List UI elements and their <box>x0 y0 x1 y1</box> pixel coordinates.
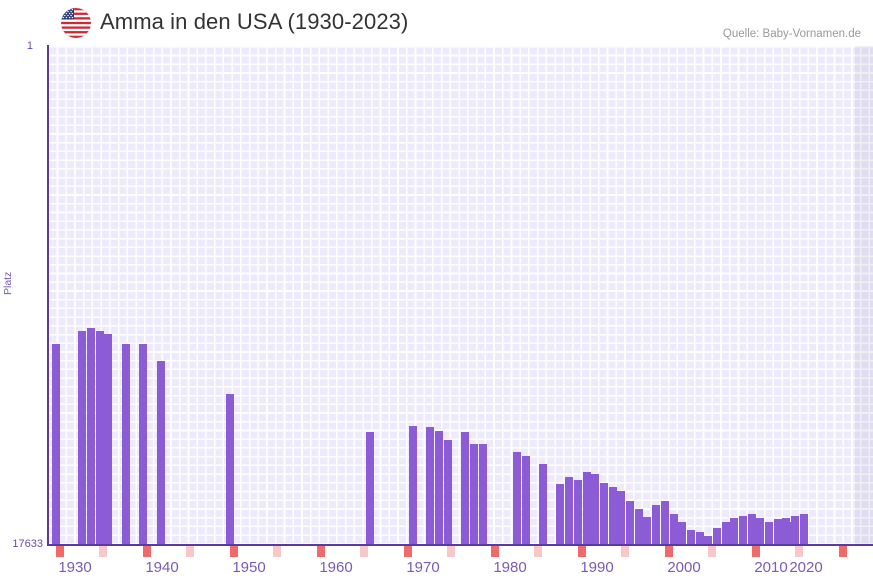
x-axis-major-tick-1990 <box>578 546 586 557</box>
x-axis-label-1930: 1930 <box>58 559 92 576</box>
bar-1998[interactable] <box>635 509 643 544</box>
bar-series <box>48 46 873 544</box>
x-axis-label-1970: 1970 <box>406 559 440 576</box>
plot-gridlines <box>48 46 873 544</box>
bar-1968[interactable] <box>366 432 374 544</box>
bar-1985[interactable] <box>522 456 530 544</box>
bar-2003[interactable] <box>678 522 686 544</box>
bar-2009[interactable] <box>730 518 738 544</box>
bar-1976[interactable] <box>435 431 443 544</box>
bar-1996[interactable] <box>617 491 625 544</box>
x-axis-major-tick-1950 <box>230 546 238 557</box>
bar-2002[interactable] <box>670 514 678 544</box>
bar-2007[interactable] <box>713 528 721 544</box>
bar-1934[interactable] <box>96 331 104 544</box>
bar-1932[interactable] <box>78 331 86 544</box>
x-axis-major-tick-1980 <box>491 546 499 557</box>
x-axis-minor-tick-1955 <box>273 546 281 557</box>
bar-2016[interactable] <box>791 516 799 544</box>
bar-1933[interactable] <box>87 328 95 544</box>
x-axis-minor-tick-1945 <box>186 546 194 557</box>
bar-2001[interactable] <box>661 501 669 544</box>
bar-1937[interactable] <box>122 344 130 544</box>
bar-2020[interactable] <box>783 522 791 544</box>
chart-header: Amma in den USA (1930-2023) Quelle: Baby… <box>0 0 873 46</box>
x-axis-minor-tick-2015 <box>795 546 803 557</box>
bar-1980[interactable] <box>470 444 478 544</box>
bar-1973[interactable] <box>409 426 417 544</box>
bar-1977[interactable] <box>444 440 452 544</box>
bar-1992[interactable] <box>583 472 591 544</box>
bar-2018[interactable] <box>765 523 773 544</box>
x-axis-label-1980: 1980 <box>493 559 527 576</box>
x-axis-minor-tick-2005 <box>708 546 716 557</box>
x-axis-label-1960: 1960 <box>319 559 353 576</box>
bar-2006[interactable] <box>704 536 712 544</box>
bar-2012[interactable] <box>756 518 764 544</box>
bar-1984[interactable] <box>513 452 521 544</box>
x-axis-major-tick-1970 <box>404 546 412 557</box>
bar-1995[interactable] <box>609 487 617 544</box>
x-axis-label-1950: 1950 <box>232 559 266 576</box>
x-axis-label-2020: 2020 <box>789 559 823 576</box>
x-axis-major-tick-2020 <box>839 546 847 557</box>
bar-1999[interactable] <box>643 517 651 544</box>
x-axis-minor-tick-1995 <box>621 546 629 557</box>
bar-2010[interactable] <box>739 516 747 544</box>
y-axis-title: Platz <box>2 271 14 295</box>
x-axis-minor-tick-1935 <box>99 546 107 557</box>
bar-1990[interactable] <box>565 477 573 544</box>
bar-1991[interactable] <box>574 480 582 544</box>
bar-1941[interactable] <box>157 361 165 544</box>
bar-1930[interactable] <box>52 344 60 544</box>
x-axis-label-1940: 1940 <box>145 559 179 576</box>
bar-1993[interactable] <box>591 474 599 544</box>
y-axis-top-tick-label: 1 <box>26 40 33 52</box>
bar-2011[interactable] <box>748 514 756 544</box>
shaded-future-region <box>855 46 873 544</box>
bar-2005[interactable] <box>696 532 704 544</box>
bar-1987[interactable] <box>539 464 547 544</box>
bar-1979[interactable] <box>461 432 469 544</box>
bar-2019[interactable] <box>774 519 782 544</box>
bar-1981[interactable] <box>479 444 487 544</box>
x-axis-major-tick-1940 <box>143 546 151 557</box>
bar-2000[interactable] <box>652 505 660 544</box>
bar-1939[interactable] <box>139 344 147 544</box>
x-axis-major-tick-1960 <box>317 546 325 557</box>
x-axis-line <box>47 544 873 546</box>
y-axis-line <box>47 45 49 545</box>
x-axis-major-tick-1930 <box>56 546 64 557</box>
bar-1989[interactable] <box>556 484 564 544</box>
x-axis-major-tick-2000 <box>665 546 673 557</box>
y-axis-bottom-tick-label: 17633 <box>12 538 43 550</box>
bar-1975[interactable] <box>426 427 434 544</box>
x-axis-label-2000: 2000 <box>667 559 701 576</box>
bar-2017[interactable] <box>800 514 808 544</box>
x-axis-label-2010: 2010 <box>754 559 788 576</box>
x-axis-major-tick-2010 <box>752 546 760 557</box>
x-axis-minor-tick-1985 <box>534 546 542 557</box>
bar-1997[interactable] <box>626 501 634 544</box>
bar-1950[interactable] <box>226 394 234 544</box>
source-attribution: Quelle: Baby-Vornamen.de <box>722 28 861 40</box>
x-axis-minor-tick-1975 <box>447 546 455 557</box>
x-axis-label-1990: 1990 <box>580 559 614 576</box>
bar-2004[interactable] <box>687 530 695 544</box>
plot-area <box>48 46 873 544</box>
page-title: Amma in den USA (1930-2023) <box>100 9 409 34</box>
x-axis-minor-tick-1965 <box>360 546 368 557</box>
bar-1994[interactable] <box>600 483 608 544</box>
bar-2008[interactable] <box>722 522 730 544</box>
bar-1935[interactable] <box>104 334 112 544</box>
us-flag-icon <box>61 8 91 38</box>
